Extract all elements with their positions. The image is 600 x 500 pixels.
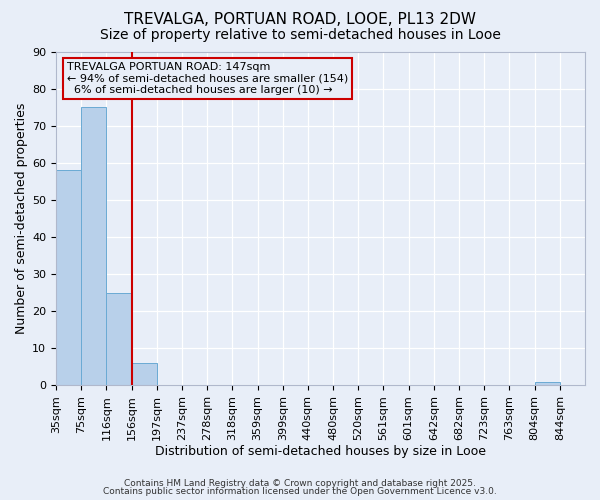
Text: TREVALGA PORTUAN ROAD: 147sqm
← 94% of semi-detached houses are smaller (154)
  : TREVALGA PORTUAN ROAD: 147sqm ← 94% of s… (67, 62, 348, 94)
Bar (535, 382, 560, 386)
Text: Contains public sector information licensed under the Open Government Licence v3: Contains public sector information licen… (103, 487, 497, 496)
Y-axis label: Number of semi-detached properties: Number of semi-detached properties (15, 103, 28, 334)
Bar (81, 107, 106, 386)
Bar (106, 292, 131, 386)
Bar (56, 170, 81, 386)
X-axis label: Distribution of semi-detached houses by size in Looe: Distribution of semi-detached houses by … (155, 444, 486, 458)
Bar (131, 363, 157, 386)
Text: Size of property relative to semi-detached houses in Looe: Size of property relative to semi-detach… (100, 28, 500, 42)
Text: TREVALGA, PORTUAN ROAD, LOOE, PL13 2DW: TREVALGA, PORTUAN ROAD, LOOE, PL13 2DW (124, 12, 476, 28)
Text: Contains HM Land Registry data © Crown copyright and database right 2025.: Contains HM Land Registry data © Crown c… (124, 478, 476, 488)
